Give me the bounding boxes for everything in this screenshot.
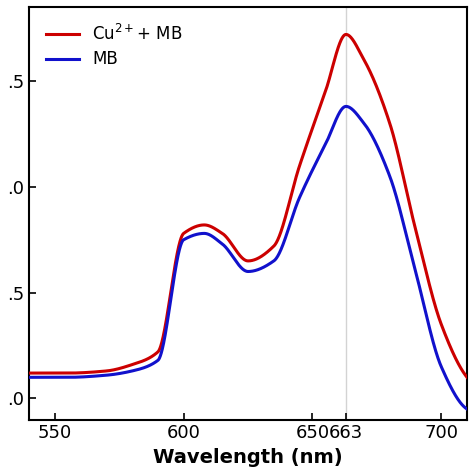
Cu$^{2+}$+ MB xyxy=(48,370,54,376)
Line: MB: MB xyxy=(29,107,467,409)
MB xyxy=(228,250,233,256)
MB xyxy=(464,406,470,412)
X-axis label: Wavelength (nm): Wavelength (nm) xyxy=(153,448,343,467)
MB xyxy=(452,391,457,397)
MB xyxy=(371,137,377,143)
MB xyxy=(48,374,54,380)
Cu$^{2+}$+ MB xyxy=(371,78,377,83)
Cu$^{2+}$+ MB xyxy=(239,255,245,261)
Line: Cu$^{2+}$+ MB: Cu$^{2+}$+ MB xyxy=(29,35,467,377)
MB xyxy=(452,391,457,396)
MB xyxy=(239,265,245,271)
Cu$^{2+}$+ MB xyxy=(26,370,32,376)
Cu$^{2+}$+ MB xyxy=(343,32,349,37)
Cu$^{2+}$+ MB xyxy=(228,239,233,245)
Legend: Cu$^{2+}$+ MB, MB: Cu$^{2+}$+ MB, MB xyxy=(37,15,191,77)
MB xyxy=(343,104,349,109)
Cu$^{2+}$+ MB xyxy=(452,353,457,359)
Cu$^{2+}$+ MB xyxy=(464,374,470,380)
MB xyxy=(26,374,32,380)
Cu$^{2+}$+ MB xyxy=(452,354,457,359)
